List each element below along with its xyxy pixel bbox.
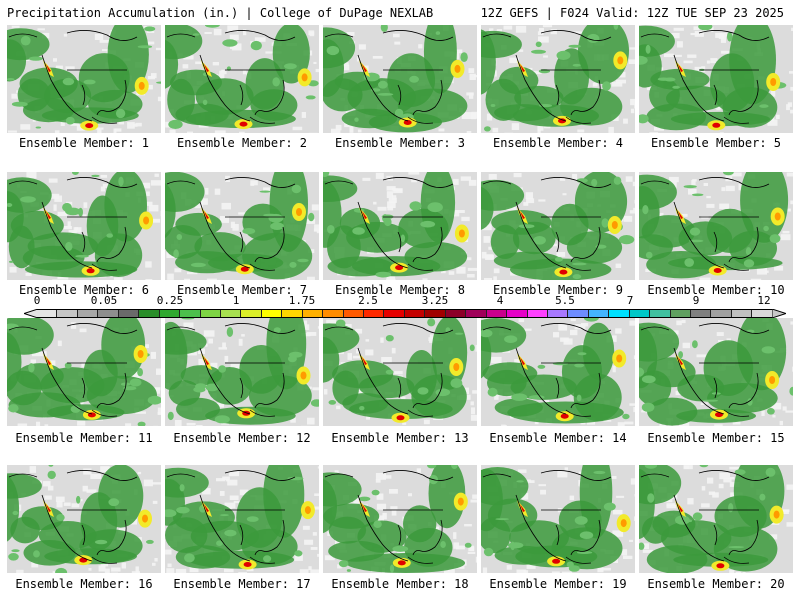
member-map-16 bbox=[7, 465, 161, 573]
member-caption-8: Ensemble Member: 8 bbox=[334, 283, 466, 297]
colorbar-cell bbox=[507, 310, 528, 317]
member-map-8 bbox=[323, 172, 477, 280]
colorbar-label: 3.25 bbox=[421, 294, 449, 307]
colorbar-cell bbox=[404, 310, 426, 317]
colorbar-cell bbox=[220, 310, 242, 317]
member-caption-15: Ensemble Member: 15 bbox=[647, 431, 785, 445]
member-map-4 bbox=[481, 25, 635, 133]
colorbar-label: 0.05 bbox=[90, 294, 118, 307]
colorbar-label: 9 bbox=[692, 294, 700, 307]
colorbar-cell bbox=[57, 310, 78, 317]
colorbar-label: 0 bbox=[33, 294, 41, 307]
colorbar-cell bbox=[343, 310, 364, 317]
colorbar-label: 1.75 bbox=[288, 294, 316, 307]
colorbar-cell bbox=[37, 310, 58, 317]
colorbar-cell bbox=[139, 310, 160, 317]
member-map-20 bbox=[639, 465, 793, 573]
header-title: Precipitation Accumulation (in.) | Colle… bbox=[7, 6, 434, 20]
colorbar-cell bbox=[180, 310, 201, 317]
colorbar-cell bbox=[384, 310, 405, 317]
colorbar-cell bbox=[527, 310, 548, 317]
colorbar-cell bbox=[691, 310, 712, 317]
member-caption-5: Ensemble Member: 5 bbox=[650, 136, 782, 150]
member-caption-18: Ensemble Member: 18 bbox=[331, 577, 469, 591]
colorbar-cell bbox=[425, 310, 446, 317]
colorbar-cell bbox=[241, 310, 262, 317]
colorbar-label: 1 bbox=[232, 294, 240, 307]
member-map-7 bbox=[165, 172, 319, 280]
member-caption-3: Ensemble Member: 3 bbox=[334, 136, 466, 150]
colorbar-cell bbox=[77, 310, 99, 317]
member-caption-6: Ensemble Member: 6 bbox=[18, 283, 150, 297]
member-caption-11: Ensemble Member: 11 bbox=[15, 431, 153, 445]
colorbar-cell bbox=[302, 310, 324, 317]
colorbar-cell bbox=[118, 310, 140, 317]
member-map-19 bbox=[481, 465, 635, 573]
colorbar-cell bbox=[159, 310, 181, 317]
colorbar-label: 0.25 bbox=[156, 294, 184, 307]
colorbar-cell bbox=[752, 310, 773, 317]
colorbar-cell bbox=[547, 310, 569, 317]
colorbar-cell bbox=[711, 310, 732, 317]
colorbar-cell bbox=[364, 310, 385, 317]
member-map-10 bbox=[639, 172, 793, 280]
member-map-5 bbox=[639, 25, 793, 133]
member-caption-14: Ensemble Member: 14 bbox=[489, 431, 627, 445]
member-caption-13: Ensemble Member: 13 bbox=[331, 431, 469, 445]
colorbar-label: 4 bbox=[496, 294, 504, 307]
header-run-info: 12Z GEFS | F024 Valid: 12Z TUE SEP 23 20… bbox=[480, 6, 784, 20]
member-caption-10: Ensemble Member: 10 bbox=[647, 283, 785, 297]
colorbar-cell bbox=[261, 310, 283, 317]
colorbar-left-arrow bbox=[24, 309, 38, 318]
member-map-15 bbox=[639, 318, 793, 426]
colorbar-cell bbox=[466, 310, 487, 317]
member-caption-7: Ensemble Member: 7 bbox=[176, 283, 308, 297]
colorbar-cell bbox=[445, 310, 467, 317]
member-map-3 bbox=[323, 25, 477, 133]
colorbar-cell bbox=[98, 310, 119, 317]
colorbar-cell bbox=[670, 310, 691, 317]
colorbar-label: 2.5 bbox=[358, 294, 378, 307]
colorbar-label: 5.5 bbox=[555, 294, 575, 307]
member-map-2 bbox=[165, 25, 319, 133]
member-caption-1: Ensemble Member: 1 bbox=[18, 136, 150, 150]
colorbar-cell bbox=[200, 310, 221, 317]
member-map-18 bbox=[323, 465, 477, 573]
colorbar-cell bbox=[323, 310, 344, 317]
member-map-17 bbox=[165, 465, 319, 573]
colorbar-cell bbox=[568, 310, 589, 317]
member-map-1 bbox=[7, 25, 161, 133]
member-map-9 bbox=[481, 172, 635, 280]
member-caption-17: Ensemble Member: 17 bbox=[173, 577, 311, 591]
colorbar-cell bbox=[588, 310, 610, 317]
colorbar-cell bbox=[282, 310, 303, 317]
member-caption-4: Ensemble Member: 4 bbox=[492, 136, 624, 150]
colorbar-strip bbox=[37, 309, 773, 318]
member-map-12 bbox=[165, 318, 319, 426]
member-caption-9: Ensemble Member: 9 bbox=[492, 283, 624, 297]
member-map-14 bbox=[481, 318, 635, 426]
member-caption-19: Ensemble Member: 19 bbox=[489, 577, 627, 591]
member-caption-16: Ensemble Member: 16 bbox=[15, 577, 153, 591]
colorbar-cell bbox=[650, 310, 671, 317]
member-caption-2: Ensemble Member: 2 bbox=[176, 136, 308, 150]
colorbar-label: 12 bbox=[757, 294, 771, 307]
colorbar-right-arrow bbox=[772, 309, 786, 318]
member-map-6 bbox=[7, 172, 161, 280]
member-map-13 bbox=[323, 318, 477, 426]
colorbar-label: 7 bbox=[626, 294, 634, 307]
colorbar-cell bbox=[731, 310, 753, 317]
member-caption-20: Ensemble Member: 20 bbox=[647, 577, 785, 591]
member-caption-12: Ensemble Member: 12 bbox=[173, 431, 311, 445]
colorbar-cell bbox=[486, 310, 508, 317]
member-map-11 bbox=[7, 318, 161, 426]
colorbar-cell bbox=[609, 310, 630, 317]
precipitation-colorbar: 0 0.05 0.25 1 1.75 2.5 3.25 4 5.5 7 9 12 bbox=[24, 295, 786, 321]
colorbar-cell bbox=[629, 310, 651, 317]
